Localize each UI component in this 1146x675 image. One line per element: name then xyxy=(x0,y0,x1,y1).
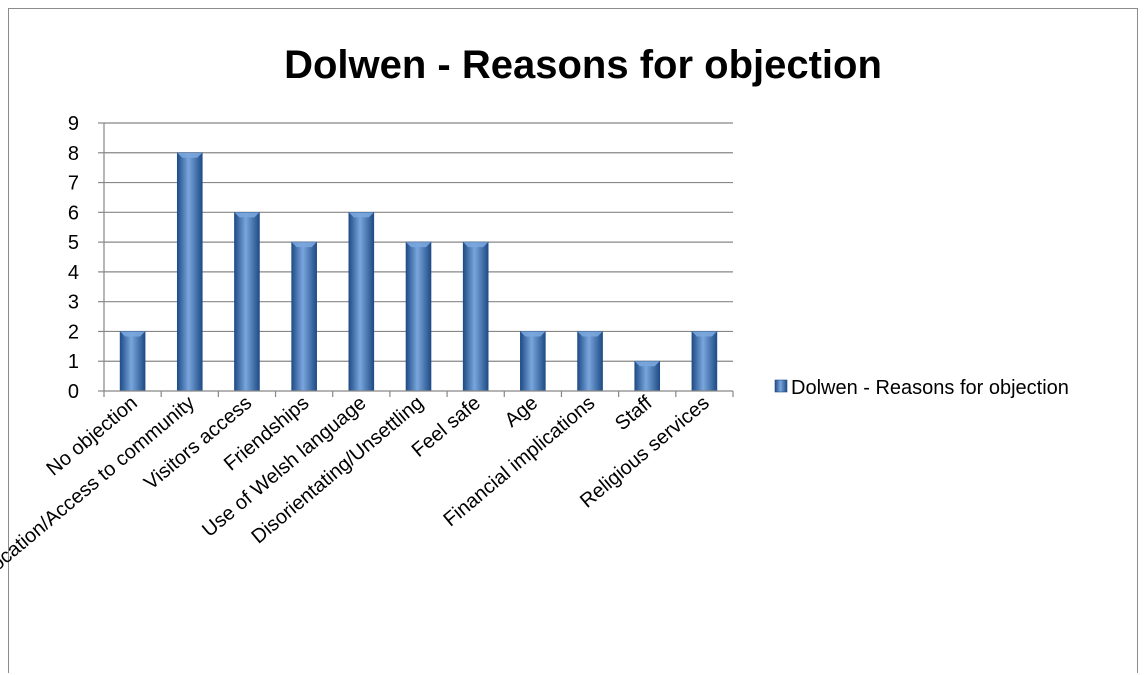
bars xyxy=(119,152,718,392)
bar-cap xyxy=(463,242,489,248)
chart-frame xyxy=(8,8,1138,673)
bar-cap xyxy=(177,152,203,158)
bar-cap xyxy=(348,212,374,218)
y-tick-label: 3 xyxy=(68,292,79,314)
y-axis-labels: 0 1 2 3 4 5 6 7 8 9 xyxy=(68,113,79,403)
chart-title: Dolwen - Reasons for objection xyxy=(284,43,882,87)
bar-cap xyxy=(234,212,260,218)
y-tick-label: 5 xyxy=(68,232,79,254)
x-tick-label: Age xyxy=(501,392,542,432)
bar-cap xyxy=(520,331,546,337)
y-tick-label: 1 xyxy=(68,351,79,373)
axes xyxy=(98,122,734,397)
y-tick-label: 0 xyxy=(68,381,79,403)
bar-cap xyxy=(577,331,603,337)
y-tick-label: 4 xyxy=(68,262,79,284)
bar xyxy=(691,331,718,392)
y-tick-label: 2 xyxy=(68,321,79,343)
y-tick-label: 8 xyxy=(68,143,79,165)
bar xyxy=(291,241,317,392)
bar xyxy=(520,331,546,392)
legend-label: Dolwen - Reasons for objection xyxy=(791,377,1069,399)
y-tick-label: 9 xyxy=(68,113,79,135)
bar xyxy=(405,241,432,392)
y-tick-label: 6 xyxy=(68,202,79,224)
bar-cap xyxy=(120,331,146,337)
legend: Dolwen - Reasons for objection xyxy=(774,377,1069,399)
bar-cap xyxy=(406,242,431,248)
bar xyxy=(176,152,203,392)
bar xyxy=(577,331,603,392)
bar xyxy=(348,212,375,392)
x-tick-label: Staff xyxy=(611,392,657,435)
bar xyxy=(119,331,146,392)
bar xyxy=(462,241,489,392)
y-tick-label: 7 xyxy=(68,173,79,195)
bar xyxy=(234,212,260,392)
legend-swatch xyxy=(774,379,788,393)
bar-cap xyxy=(291,242,317,248)
bar-cap xyxy=(634,361,660,367)
bar-cap xyxy=(691,331,717,337)
